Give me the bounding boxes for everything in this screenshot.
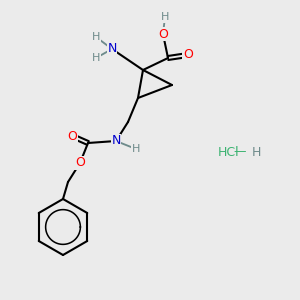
Text: H: H xyxy=(252,146,261,158)
Text: —: — xyxy=(234,146,246,158)
Text: H: H xyxy=(92,53,100,63)
Text: O: O xyxy=(67,130,77,142)
Text: HCl: HCl xyxy=(218,146,240,158)
Text: O: O xyxy=(158,28,168,40)
Text: H: H xyxy=(132,144,140,154)
Text: O: O xyxy=(75,157,85,169)
Text: N: N xyxy=(107,43,117,56)
Text: N: N xyxy=(111,134,121,148)
Text: H: H xyxy=(92,32,100,42)
Text: H: H xyxy=(161,12,169,22)
Text: O: O xyxy=(183,49,193,62)
